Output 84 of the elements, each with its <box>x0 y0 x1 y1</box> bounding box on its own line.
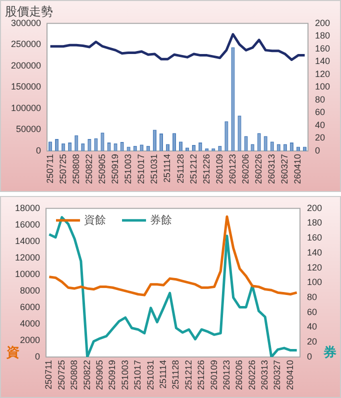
y2-tick-label: 40 <box>314 120 325 130</box>
legend-label: 資餘 <box>84 214 106 226</box>
x-tick-label: 251226 <box>196 360 206 390</box>
y2-tick-label: 0 <box>306 351 312 362</box>
x-tick-label: 260109 <box>214 154 224 184</box>
x-tick-label: 260226 <box>246 360 257 390</box>
x-tick-label: 260410 <box>292 154 303 184</box>
y2-tick-label: 40 <box>306 322 317 332</box>
x-tick-label: 260206 <box>234 360 244 390</box>
y-tick-label: 50000 <box>16 124 42 134</box>
y-tick-label: 4000 <box>20 318 40 328</box>
y-tick-label: 18000 <box>14 202 40 213</box>
y2-tick-label: 60 <box>314 107 325 118</box>
y2-tick-label: 80 <box>314 94 325 104</box>
x-tick-label: 250919 <box>107 360 118 390</box>
y-tick-label: 250000 <box>10 39 42 50</box>
x-tick-label: 251114 <box>162 154 172 183</box>
x-tick-label: 251003 <box>123 154 134 184</box>
y2-tick-label: 160 <box>306 232 322 243</box>
x-tick-label: 260327 <box>272 360 282 390</box>
chart-title: 股價走勢 <box>5 4 53 19</box>
x-tick-label: 251128 <box>175 154 186 184</box>
y2-tick-label: 80 <box>306 292 317 302</box>
y2-tick-label: 20 <box>306 336 317 347</box>
x-tick-label: 250725 <box>56 360 66 390</box>
x-tick-label: 250808 <box>69 360 80 390</box>
x-tick-label: 250711 <box>44 360 54 390</box>
x-tick-label: 251212 <box>183 360 194 390</box>
y2-tick-label: 160 <box>314 43 330 54</box>
x-tick-label: 250905 <box>96 154 107 184</box>
y2-axis-title: 券 <box>322 344 336 360</box>
y-tick-label: 6000 <box>20 302 40 312</box>
x-tick-label: 260206 <box>240 154 250 184</box>
y2-tick-label: 120 <box>314 68 330 79</box>
x-tick-label: 251128 <box>170 360 181 390</box>
y2-tick-label: 200 <box>306 202 322 213</box>
y-tick-label: 0 <box>35 351 40 362</box>
x-tick-label: 250808 <box>70 154 81 184</box>
y-tick-label: 2000 <box>20 334 40 345</box>
y2-tick-label: 60 <box>306 306 317 317</box>
x-tick-label: 250711 <box>44 154 55 184</box>
x-tick-label: 260313 <box>266 154 277 184</box>
x-tick-label: 260109 <box>208 360 219 390</box>
x-tick-label: 260313 <box>260 360 270 390</box>
x-tick-label: 250822 <box>82 360 92 390</box>
y-tick-label: 0 <box>36 145 42 156</box>
legend-label: 券餘 <box>150 213 172 226</box>
y-tick-label: 10000 <box>14 268 40 279</box>
y2-tick-label: 180 <box>306 218 322 228</box>
x-tick-label: 251114 <box>158 360 168 389</box>
x-tick-label: 260123 <box>221 360 232 390</box>
y-tick-label: 14000 <box>14 236 40 246</box>
y2-tick-label: 140 <box>306 247 322 258</box>
x-tick-label: 260410 <box>284 360 295 390</box>
y-tick-label: 100000 <box>10 102 42 113</box>
x-tick-label: 251031 <box>145 360 156 390</box>
y-axis-title: 資 <box>6 344 20 360</box>
x-tick-label: 260123 <box>227 154 238 184</box>
x-tick-label: 250905 <box>94 360 104 390</box>
x-tick-label: 251003 <box>120 360 130 390</box>
x-tick-label: 260327 <box>280 154 290 184</box>
x-tick-label: 250822 <box>84 154 94 184</box>
y2-tick-label: 20 <box>314 132 325 143</box>
x-tick-label: 251212 <box>188 154 198 184</box>
x-tick-label: 251226 <box>201 154 212 184</box>
y2-tick-label: 100 <box>314 82 330 92</box>
x-tick-label: 250725 <box>58 154 68 184</box>
x-tick-label: 251031 <box>149 154 160 184</box>
y2-tick-label: 200 <box>314 18 330 28</box>
x-tick-label: 251017 <box>132 360 143 390</box>
y-tick-label: 150000 <box>10 82 42 92</box>
y-tick-label: 16000 <box>14 219 40 230</box>
y2-tick-label: 120 <box>306 262 322 272</box>
y2-tick-label: 100 <box>306 277 322 288</box>
y2-tick-label: 180 <box>314 30 330 41</box>
y2-tick-label: 140 <box>314 56 330 66</box>
y-tick-label: 300000 <box>10 18 42 28</box>
y-tick-label: 200000 <box>10 60 42 70</box>
y-tick-label: 8000 <box>20 285 40 296</box>
x-tick-label: 260226 <box>254 154 264 184</box>
x-tick-label: 250919 <box>110 154 120 184</box>
x-tick-label: 251017 <box>136 154 146 184</box>
y2-tick-label: 0 <box>314 145 320 156</box>
y-tick-label: 12000 <box>14 252 40 262</box>
